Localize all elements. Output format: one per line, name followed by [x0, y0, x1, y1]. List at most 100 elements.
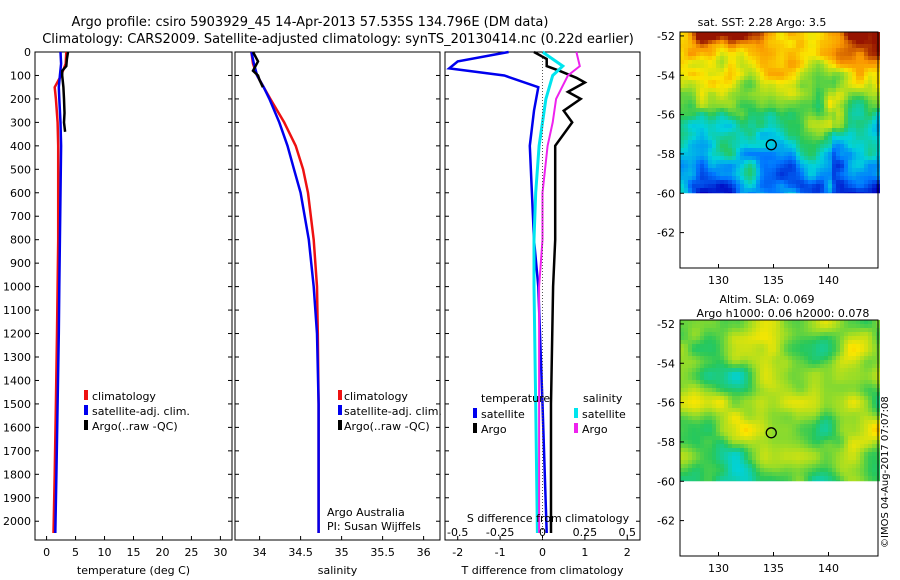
map-cell: [756, 68, 760, 72]
map-cell: [840, 44, 844, 48]
map-cell: [728, 472, 732, 476]
map-cell: [844, 76, 848, 80]
map-cell: [744, 480, 748, 482]
map-cell: [840, 408, 844, 412]
map-cell: [760, 452, 764, 456]
map-cell: [700, 64, 704, 68]
map-cell: [840, 88, 844, 92]
map-cell: [828, 136, 832, 140]
map-cell: [812, 404, 816, 408]
map-cell: [728, 120, 732, 124]
map-cell: [852, 436, 856, 440]
map-cell: [728, 132, 732, 136]
map-cell: [684, 396, 688, 400]
map-cell: [812, 392, 816, 396]
map-cell: [708, 152, 712, 156]
map-cell: [744, 144, 748, 148]
map-cell: [864, 396, 868, 400]
map-cell: [744, 176, 748, 180]
map-cell: [732, 444, 736, 448]
map-cell: [772, 68, 776, 72]
map-cell: [872, 408, 876, 412]
map-cell: [732, 108, 736, 112]
map-cell: [836, 72, 840, 76]
map-cell: [772, 320, 776, 324]
salinity-diff-tick-label: 0.25: [573, 526, 598, 539]
map-cell: [812, 412, 816, 416]
map-cell: [684, 320, 688, 324]
map-cell: [780, 460, 784, 464]
map-cell: [736, 408, 740, 412]
map-cell: [792, 64, 796, 68]
map-cell: [720, 328, 724, 332]
map-cell: [724, 144, 728, 148]
map-cell: [852, 456, 856, 460]
map-cell: [804, 376, 808, 380]
map-cell: [852, 52, 856, 56]
map-cell: [812, 380, 816, 384]
map-cell: [808, 108, 812, 112]
map-cell: [820, 136, 824, 140]
map-cell: [712, 420, 716, 424]
map-cell: [740, 128, 744, 132]
map-cell: [756, 448, 760, 452]
map-cell: [840, 344, 844, 348]
map-cell: [788, 432, 792, 436]
map-cell: [796, 408, 800, 412]
map-cell: [864, 116, 868, 120]
map-cell: [700, 124, 704, 128]
map-cell: [752, 396, 756, 400]
map-cell: [856, 172, 860, 176]
map-cell: [804, 344, 808, 348]
map-cell: [864, 420, 868, 424]
map-cell: [840, 120, 844, 124]
map-cell: [840, 324, 844, 328]
map-cell: [764, 96, 768, 100]
map-cell: [872, 72, 876, 76]
map-cell: [780, 324, 784, 328]
map-cell: [760, 180, 764, 184]
map-cell: [828, 404, 832, 408]
map-cell: [796, 32, 800, 36]
map-cell: [804, 328, 808, 332]
map-cell: [684, 48, 688, 52]
map-cell: [832, 96, 836, 100]
map-cell: [860, 320, 864, 324]
map-cell: [864, 440, 868, 444]
map-cell: [868, 160, 872, 164]
map-cell: [868, 480, 872, 482]
map-cell: [852, 412, 856, 416]
map-cell: [816, 192, 820, 194]
map-cell: [740, 424, 744, 428]
map-cell: [692, 36, 696, 40]
map-cell: [808, 480, 812, 482]
map-cell: [712, 76, 716, 80]
map-cell: [840, 444, 844, 448]
map-cell: [756, 476, 760, 480]
map-cell: [704, 360, 708, 364]
map-cell: [692, 448, 696, 452]
map-cell: [708, 60, 712, 64]
map-cell: [780, 400, 784, 404]
map-cell: [704, 392, 708, 396]
map-cell: [760, 148, 764, 152]
map-cell: [736, 36, 740, 40]
map-cell: [792, 168, 796, 172]
map-cell: [684, 96, 688, 100]
map-cell: [768, 432, 772, 436]
map-cell: [852, 380, 856, 384]
map-cell: [808, 184, 812, 188]
map-cell: [868, 192, 872, 194]
map-cell: [728, 460, 732, 464]
map-cell: [796, 96, 800, 100]
map-cell: [736, 384, 740, 388]
map-cell: [784, 40, 788, 44]
map-cell: [720, 116, 724, 120]
map-cell: [828, 452, 832, 456]
map-cell: [820, 128, 824, 132]
map-cell: [824, 40, 828, 44]
map-cell: [684, 60, 688, 64]
map-cell: [868, 56, 872, 60]
map-cell: [716, 436, 720, 440]
map-cell: [688, 72, 692, 76]
